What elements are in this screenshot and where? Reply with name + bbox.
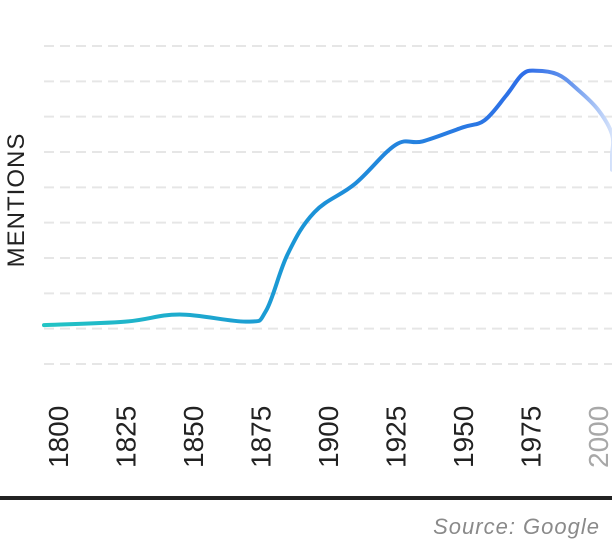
x-tick-labels: 1800 1825 1850 1875 1900 1925 1950 1975 2000: [43, 406, 612, 468]
x-tick-label: 1975: [516, 406, 547, 468]
x-tick-label: 1800: [43, 406, 74, 468]
series-group: [42, 68, 612, 328]
x-tick-label: 1925: [381, 406, 412, 468]
x-tick-label: 1875: [246, 406, 277, 468]
x-tick-label: 1825: [111, 406, 142, 468]
x-tick-label: 2000: [583, 406, 612, 468]
source-caption: Source: Google: [433, 514, 600, 539]
mentions-series-line: [42, 68, 612, 328]
x-tick-label: 1850: [178, 406, 209, 468]
x-tick-label: 1900: [313, 406, 344, 468]
bottom-rule: [0, 496, 612, 500]
grid-lines: [44, 45, 612, 365]
x-tick-label: 1950: [448, 406, 479, 468]
y-axis-label: MENTIONS: [3, 132, 30, 268]
